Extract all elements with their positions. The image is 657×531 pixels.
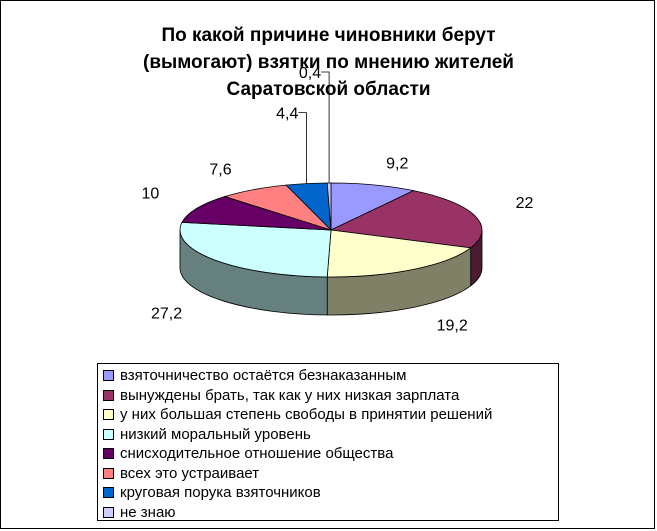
chart-title: По какой причине чиновники берут (вымога…: [143, 25, 514, 100]
legend-item: взяточничество остаётся безнаказанным: [103, 366, 558, 386]
label-leader-7: [321, 71, 330, 183]
data-label-3: 27,2: [151, 305, 182, 322]
data-label-6: 4,4: [276, 106, 298, 123]
pie-sides: [179, 229, 483, 316]
legend-item: снисходительное отношение общества: [103, 444, 558, 464]
legend-item: не знаю: [103, 503, 558, 523]
legend-swatch: [103, 389, 114, 401]
pie-slice-2: [326, 229, 472, 278]
legend-label: не знаю: [120, 503, 176, 521]
legend-label: круговая порука взяточников: [120, 484, 321, 502]
legend-item: вынуждены брать, так как у них низкая за…: [103, 386, 558, 406]
label-leader-6: [298, 112, 307, 184]
data-label-5: 7,6: [209, 161, 231, 178]
legend-label: низкий моральный уровень: [120, 425, 311, 443]
legend-item: всех это устраивает: [103, 464, 558, 484]
legend: взяточничество остаётся безнаказанным вын…: [97, 363, 559, 521]
legend-label: снисходительное отношение общества: [120, 445, 394, 463]
legend-label: вынуждены брать, так как у них низкая за…: [120, 386, 460, 404]
legend-swatch: [103, 487, 114, 499]
legend-swatch: [103, 506, 114, 518]
data-label-1: 22: [516, 195, 534, 212]
legend-item: низкий моральный уровень: [103, 425, 558, 445]
pie-chart: 9,2 22 19,2 27,2 10 7,6 4,4 0,4: [142, 65, 534, 334]
data-labels: 9,2 22 19,2 27,2 10 7,6 4,4 0,4: [142, 65, 534, 334]
legend-swatch: [103, 370, 114, 382]
pie-slice-0: [330, 182, 415, 231]
legend-label: всех это устраивает: [120, 464, 260, 482]
data-label-0: 9,2: [386, 155, 408, 172]
legend-swatch: [103, 448, 114, 460]
pie-slice-7: [326, 182, 332, 231]
legend-swatch: [103, 428, 114, 440]
legend-label: взяточничество остаётся безнаказанным: [120, 367, 407, 385]
legend-item: круговая порука взяточников: [103, 483, 558, 503]
legend-item: у них большая степень свободы в принятии…: [103, 405, 558, 425]
label-leaders: [298, 71, 330, 184]
pie-slice-3: [179, 221, 332, 278]
pie-tops: [179, 182, 483, 278]
data-label-7: 0,4: [299, 65, 321, 82]
legend-swatch: [103, 409, 114, 421]
data-label-4: 10: [142, 185, 160, 202]
data-label-2: 19,2: [437, 317, 468, 334]
pie-slice-4: [181, 196, 332, 231]
legend-label: у них большая степень свободы в принятии…: [120, 406, 493, 424]
pie-slice-1: [329, 190, 483, 249]
legend-swatch: [103, 467, 114, 479]
